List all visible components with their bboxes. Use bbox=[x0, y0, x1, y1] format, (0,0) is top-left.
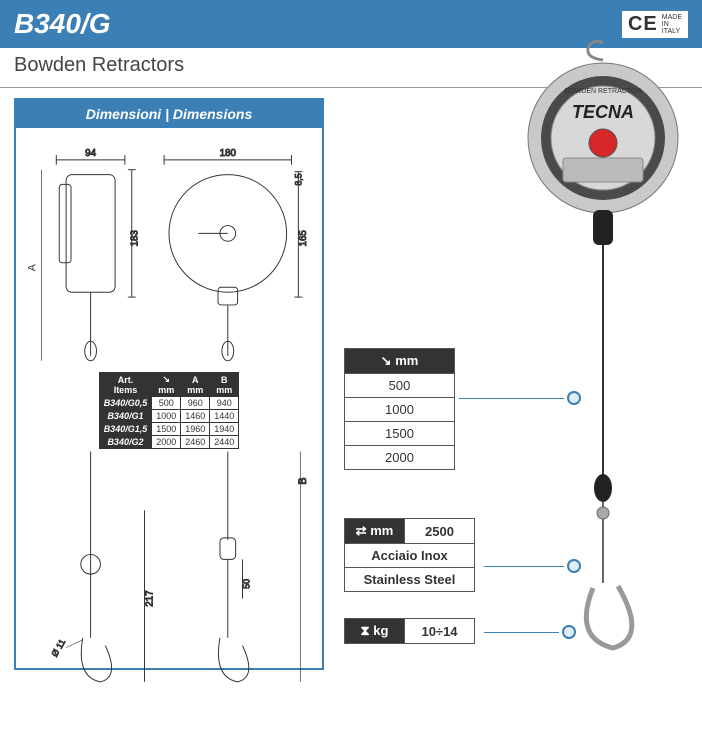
material-it: Acciaio Inox bbox=[345, 544, 475, 568]
svg-text:94: 94 bbox=[85, 148, 96, 159]
load-header: ⧗ kg bbox=[345, 619, 405, 644]
svg-text:50: 50 bbox=[241, 579, 251, 589]
dimensions-body: 94 183 bbox=[16, 128, 322, 668]
svg-text:165: 165 bbox=[298, 230, 309, 247]
lead-dot bbox=[562, 625, 576, 639]
cable-icon: ↘ bbox=[162, 374, 170, 385]
stroke-value: 2500 bbox=[405, 519, 475, 544]
technical-drawing-top: 94 183 bbox=[22, 138, 316, 368]
length-value: 500 bbox=[345, 374, 455, 398]
load-block: ⧗ kg 10÷14 bbox=[344, 618, 475, 644]
cable-icon: ↘ bbox=[381, 353, 392, 368]
col-b: Bmm bbox=[210, 373, 239, 397]
table-row: B340/G0,5500960940 bbox=[99, 397, 239, 410]
stroke-icon: ⇄ bbox=[356, 523, 367, 538]
product-panel: BOWDEN RETRACTOR TECNA ↘ bbox=[344, 98, 688, 670]
col-cable-icon: ↘mm bbox=[152, 373, 181, 397]
svg-text:180: 180 bbox=[220, 148, 237, 159]
model-title: B340/G bbox=[14, 8, 111, 40]
material-en: Stainless Steel bbox=[345, 568, 475, 592]
lead-dot bbox=[567, 391, 581, 405]
svg-text:B: B bbox=[297, 478, 309, 485]
svg-text:183: 183 bbox=[130, 230, 141, 247]
length-value: 2000 bbox=[345, 446, 455, 470]
lead-line bbox=[484, 632, 559, 633]
lead-dot bbox=[567, 559, 581, 573]
table-row: B340/G1,5150019601940 bbox=[99, 423, 239, 436]
load-table: ⧗ kg 10÷14 bbox=[344, 618, 475, 644]
length-value: 1000 bbox=[345, 398, 455, 422]
origin-text: MADE IN ITALY bbox=[662, 14, 682, 35]
table-row: B340/G2200024602440 bbox=[99, 436, 239, 449]
col-art: Art.Items bbox=[99, 373, 152, 397]
lead-line bbox=[484, 566, 564, 567]
svg-text:BOWDEN RETRACTOR: BOWDEN RETRACTOR bbox=[565, 88, 642, 95]
product-photo: BOWDEN RETRACTOR TECNA bbox=[518, 38, 688, 668]
svg-text:Ø 11: Ø 11 bbox=[49, 637, 67, 658]
ce-mark: CE bbox=[628, 13, 658, 36]
svg-text:217: 217 bbox=[144, 591, 155, 607]
svg-text:TECNA: TECNA bbox=[572, 102, 634, 122]
dimensions-panel: Dimensioni | Dimensions 94 bbox=[14, 98, 324, 670]
col-a: Amm bbox=[181, 373, 210, 397]
cable-header: ↘ mm bbox=[345, 349, 455, 374]
length-value: 1500 bbox=[345, 422, 455, 446]
lead-line bbox=[459, 398, 564, 399]
dimensions-title: Dimensioni | Dimensions bbox=[16, 100, 322, 128]
stroke-material-block: ⇄ mm 2500 Acciaio Inox Stainless Steel bbox=[344, 518, 475, 592]
stroke-table: ⇄ mm 2500 Acciaio Inox Stainless Steel bbox=[344, 518, 475, 592]
stroke-header: ⇄ mm bbox=[345, 519, 405, 544]
cable-length-block: ↘ mm 500 1000 1500 2000 bbox=[344, 348, 455, 470]
technical-drawing-bottom: Ø 11 50 bbox=[22, 449, 316, 709]
svg-text:A: A bbox=[27, 263, 39, 271]
items-table: Art.Items ↘mm Amm Bmm B340/G0,5500960940… bbox=[99, 372, 240, 449]
ce-origin-block: CE MADE IN ITALY bbox=[622, 11, 688, 38]
cable-length-table: ↘ mm 500 1000 1500 2000 bbox=[344, 348, 455, 470]
dimensions-frame: Dimensioni | Dimensions 94 bbox=[14, 98, 324, 670]
load-value: 10÷14 bbox=[405, 619, 475, 644]
content-area: Dimensioni | Dimensions 94 bbox=[0, 98, 702, 670]
weight-icon: ⧗ bbox=[361, 623, 370, 638]
table-row: B340/G1100014601440 bbox=[99, 410, 239, 423]
